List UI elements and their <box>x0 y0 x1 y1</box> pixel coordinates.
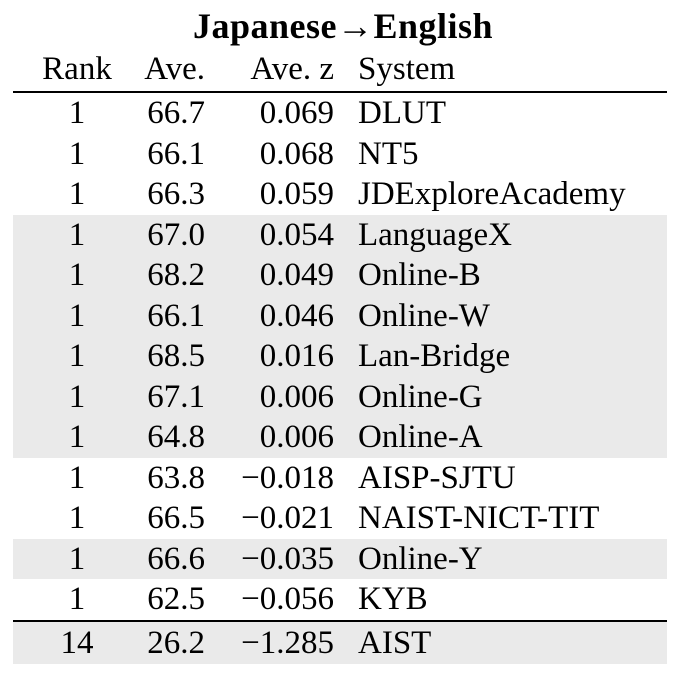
table-row: 1 68.2 0.049 Online-B <box>13 255 667 296</box>
cell-ave: 26.2 <box>147 624 205 661</box>
table-row: 1 66.7 0.069 DLUT <box>13 93 667 134</box>
table-row: 1 67.1 0.006 Online-G <box>13 376 667 417</box>
cell-system: Online-G <box>358 378 483 415</box>
cell-rank: 1 <box>68 216 86 253</box>
cell-rank: 1 <box>68 459 86 496</box>
cell-ave-z: 0.046 <box>259 297 334 334</box>
cell-system: AISP-SJTU <box>358 459 516 496</box>
cell-ave-z: −0.018 <box>241 459 334 496</box>
table-row: 1 67.0 0.054 LanguageX <box>13 214 667 255</box>
cell-rank: 1 <box>68 500 86 536</box>
cell-ave-z: 0.006 <box>259 419 334 455</box>
table-header-row: Rank Ave. Ave. z System <box>13 48 667 93</box>
cell-ave-z: −0.021 <box>241 500 334 536</box>
cell-rank: 1 <box>68 135 86 172</box>
table-row: 1 66.6 −0.035 Online-Y <box>13 538 667 579</box>
cell-ave-z: 0.049 <box>259 257 334 293</box>
column-header-system: System <box>358 51 456 87</box>
cell-rank: 1 <box>68 581 86 617</box>
cell-ave: 66.6 <box>147 540 205 577</box>
cell-system: KYB <box>358 581 428 617</box>
cell-ave: 63.8 <box>147 459 205 496</box>
cell-ave-z: 0.054 <box>259 216 334 253</box>
page-title: Japanese→English <box>192 6 494 46</box>
cell-ave-z: 0.006 <box>259 378 334 415</box>
cell-ave-z: −1.285 <box>241 624 334 661</box>
cell-system: LanguageX <box>358 216 512 253</box>
cell-ave: 66.1 <box>147 135 205 172</box>
cell-ave-z: 0.069 <box>259 95 334 131</box>
cell-rank: 1 <box>68 95 86 131</box>
cell-rank: 1 <box>68 419 86 455</box>
table-row: 1 66.1 0.068 NT5 <box>13 134 667 175</box>
cell-rank: 1 <box>68 378 86 415</box>
cell-rank: 1 <box>68 338 86 374</box>
cell-ave-z: −0.035 <box>241 540 334 577</box>
cell-ave: 66.5 <box>147 500 205 536</box>
cell-ave: 66.3 <box>147 176 205 212</box>
cell-rank: 1 <box>68 540 86 577</box>
cell-ave-z: 0.068 <box>259 135 334 172</box>
table-row: 1 62.5 −0.056 KYB <box>13 579 667 620</box>
cell-ave-z: −0.056 <box>241 581 334 617</box>
cell-system: AIST <box>358 624 432 661</box>
column-header-ave: Ave. <box>144 51 205 87</box>
table-row: 1 66.1 0.046 Online-W <box>13 295 667 336</box>
table-row: 1 64.8 0.006 Online-A <box>13 417 667 458</box>
cell-system: Online-W <box>358 297 490 334</box>
cell-ave: 66.7 <box>147 95 205 131</box>
cell-system: NT5 <box>358 135 419 172</box>
cell-system: DLUT <box>358 95 446 131</box>
cell-system: Online-A <box>358 419 483 455</box>
cell-system: NAIST-NICT-TIT <box>358 500 600 536</box>
cell-rank: 1 <box>68 257 86 293</box>
cell-ave: 68.5 <box>147 338 205 374</box>
cell-ave: 67.1 <box>147 378 205 415</box>
cell-ave: 66.1 <box>147 297 205 334</box>
table-row: 1 68.5 0.016 Lan-Bridge <box>13 336 667 377</box>
table-row: 1 66.5 −0.021 NAIST-NICT-TIT <box>13 498 667 539</box>
cell-ave: 64.8 <box>147 419 205 455</box>
cell-ave-z: 0.016 <box>259 338 334 374</box>
table-row: 1 66.3 0.059 JDExploreAcademy <box>13 174 667 215</box>
cell-rank: 1 <box>68 297 86 334</box>
cell-ave: 67.0 <box>147 216 205 253</box>
cell-rank: 14 <box>60 624 94 661</box>
column-header-rank: Rank <box>42 51 112 87</box>
cell-system: Lan-Bridge <box>358 338 511 374</box>
column-header-ave-z: Ave. z <box>250 51 334 87</box>
cell-ave-z: 0.059 <box>259 176 334 212</box>
table-row: 1 63.8 −0.018 AISP-SJTU <box>13 458 667 499</box>
table-row-last-ranked: 14 26.2 −1.285 AIST <box>13 619 667 664</box>
results-table: Rank Ave. Ave. z System 1 66.7 0.069 DLU… <box>13 48 667 664</box>
cell-system: Online-Y <box>358 540 483 577</box>
cell-system: Online-B <box>358 257 481 293</box>
cell-ave: 68.2 <box>147 257 205 293</box>
cell-system: JDExploreAcademy <box>358 176 626 212</box>
cell-rank: 1 <box>68 176 86 212</box>
cell-ave: 62.5 <box>147 581 205 617</box>
